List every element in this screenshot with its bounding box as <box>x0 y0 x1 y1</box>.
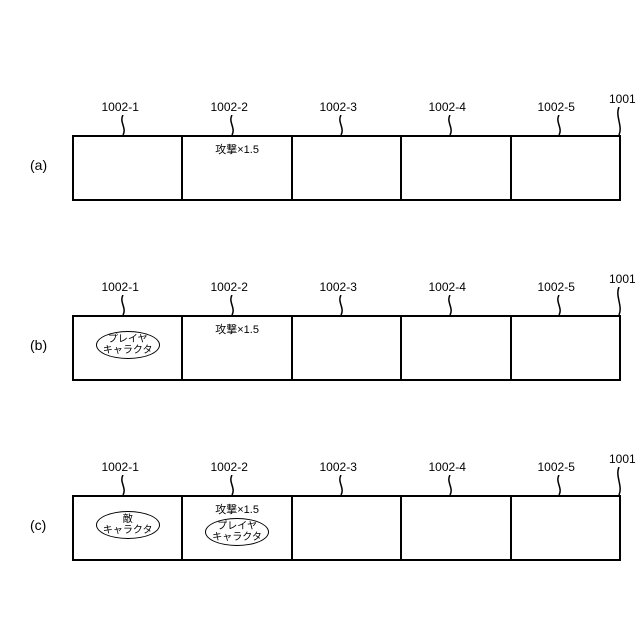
row-ref-label: 1001 <box>609 272 636 286</box>
lead-line <box>222 475 242 495</box>
cell: 攻撃×1.5 <box>183 317 292 379</box>
cell-ref-label: 1002-5 <box>538 100 575 114</box>
cell-ref-label: 1002-1 <box>102 280 139 294</box>
lead-line <box>440 295 460 315</box>
cell: 攻撃×1.5プレイヤキャラクタ <box>183 497 292 559</box>
lead-line <box>549 295 569 315</box>
lead-line <box>222 295 242 315</box>
cell <box>293 137 402 199</box>
cells-row: 敵キャラクタ攻撃×1.5プレイヤキャラクタ <box>72 495 621 561</box>
cell-ref-label: 1002-2 <box>211 460 248 474</box>
row-ref-label: 1001 <box>609 452 636 466</box>
cell-ref-label: 1002-4 <box>429 280 466 294</box>
cell <box>512 137 619 199</box>
cell-text: 攻撃×1.5 <box>215 501 259 517</box>
cell-ref-label: 1002-1 <box>102 460 139 474</box>
cell-ref-label: 1002-2 <box>211 100 248 114</box>
lead-line <box>331 115 351 135</box>
cell-ref-label: 1002-3 <box>320 100 357 114</box>
lead-line <box>113 115 133 135</box>
character-oval: プレイヤキャラクタ <box>96 331 160 359</box>
cell-text: 攻撃×1.5 <box>215 141 259 157</box>
lead-line <box>611 467 627 495</box>
lead-line <box>549 115 569 135</box>
character-oval: プレイヤキャラクタ <box>205 518 269 546</box>
lead-line <box>331 475 351 495</box>
cell <box>293 317 402 379</box>
row-label: (b) <box>30 337 47 353</box>
cell-ref-label: 1002-3 <box>320 460 357 474</box>
lead-line <box>611 107 627 135</box>
cell <box>402 317 511 379</box>
cell-ref-label: 1002-3 <box>320 280 357 294</box>
lead-line <box>611 287 627 315</box>
lead-line <box>549 475 569 495</box>
cell <box>512 317 619 379</box>
lead-line <box>440 115 460 135</box>
patent-diagram: (a) 1002-1 1002-2 1002-3 1002-4 1002-5 1001 攻撃×… <box>0 0 640 640</box>
cell-ref-label: 1002-4 <box>429 100 466 114</box>
cell-text: 攻撃×1.5 <box>215 321 259 337</box>
character-oval: 敵キャラクタ <box>96 511 160 539</box>
cell: 攻撃×1.5 <box>183 137 292 199</box>
cell <box>402 137 511 199</box>
row-label: (a) <box>30 157 47 173</box>
lead-line <box>440 475 460 495</box>
lead-line <box>222 115 242 135</box>
cell <box>74 137 183 199</box>
cell-ref-label: 1002-5 <box>538 460 575 474</box>
cell <box>512 497 619 559</box>
cell-ref-label: 1002-5 <box>538 280 575 294</box>
cells-row: プレイヤキャラクタ 攻撃×1.5 <box>72 315 621 381</box>
cell <box>293 497 402 559</box>
cell: 敵キャラクタ <box>74 497 183 559</box>
cell-ref-label: 1002-1 <box>102 100 139 114</box>
cell: プレイヤキャラクタ <box>74 317 183 379</box>
cell <box>402 497 511 559</box>
cell-ref-label: 1002-2 <box>211 280 248 294</box>
row-ref-label: 1001 <box>609 92 636 106</box>
cells-row: 攻撃×1.5 <box>72 135 621 201</box>
cell-ref-label: 1002-4 <box>429 460 466 474</box>
lead-line <box>113 475 133 495</box>
lead-line <box>113 295 133 315</box>
row-label: (c) <box>30 517 46 533</box>
lead-line <box>331 295 351 315</box>
